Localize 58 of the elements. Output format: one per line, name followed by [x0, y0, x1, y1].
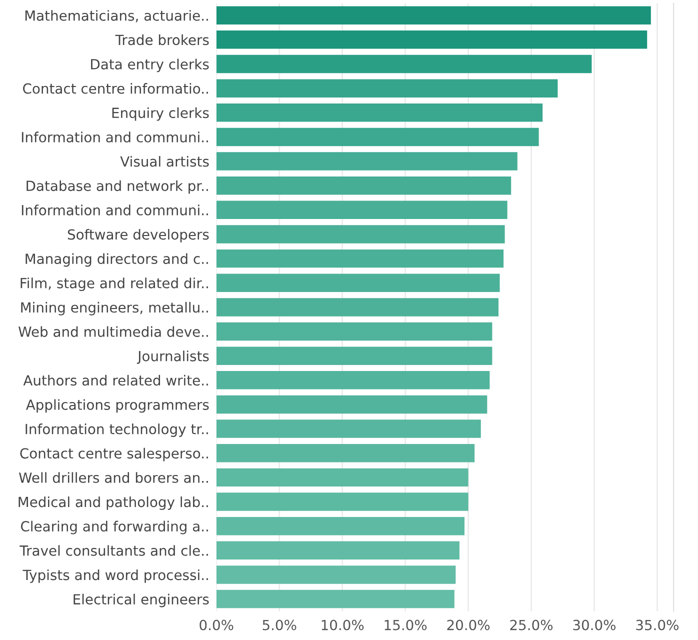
y-tick-label: Information technology tr..	[26, 424, 208, 437]
bar	[216, 492, 468, 511]
bar	[216, 541, 460, 560]
bar	[216, 225, 505, 244]
x-tick-label: 20.0%	[447, 620, 490, 630]
bar	[216, 444, 475, 462]
y-tick-label: Typists and word processi..	[22, 569, 208, 583]
bar	[216, 298, 499, 316]
x-tick-label: 15.0%	[384, 620, 427, 630]
y-tick-label: Trade brokers	[115, 34, 209, 46]
y-tick-label: Web and multimedia deve..	[18, 326, 208, 337]
bar	[216, 54, 592, 74]
y-tick-label: Data entry clerks	[91, 58, 209, 72]
bar	[216, 104, 543, 122]
y-tick-label: Journalists	[136, 350, 209, 364]
bar	[216, 30, 648, 49]
bar	[216, 566, 456, 584]
y-tick-label: Managing directors and c..	[26, 253, 208, 267]
bar	[216, 128, 539, 146]
x-tick-label: 10.0%	[322, 620, 364, 630]
y-tick-label: Applications programmers	[26, 399, 209, 413]
y-tick-label: Information and communi..	[22, 132, 208, 142]
bar	[216, 420, 481, 438]
y-tick-label: Software developers	[68, 228, 209, 242]
bar	[216, 200, 508, 220]
bar	[216, 590, 454, 608]
bar	[216, 6, 651, 24]
y-tick-label: Clearing and forwarding a..	[20, 520, 208, 534]
y-tick-label: Film, stage and related dir..	[20, 278, 208, 292]
x-tick-label: 35.0%	[636, 620, 678, 630]
x-tick-label: 30.0%	[573, 620, 616, 630]
bar	[216, 152, 518, 170]
y-tick-label: Electrical engineers	[74, 594, 209, 608]
y-tick-label: Information and communi..	[22, 204, 208, 216]
y-tick-label: Travel consultants and cle..	[20, 545, 208, 556]
y-tick-label: Enquiry clerks	[112, 107, 209, 121]
x-tick-label: 0.0%	[200, 620, 234, 630]
bar	[216, 176, 512, 195]
bar	[216, 468, 468, 487]
y-tick-label: Contact centre informatio..	[23, 83, 208, 94]
x-tick-label: 5.0%	[262, 620, 296, 630]
y-tick-label: Contact centre salesperso..	[20, 448, 208, 462]
bar	[216, 395, 488, 414]
y-tick-label: Mathematicians, actuarie..	[25, 10, 208, 22]
y-tick-label: Medical and pathology lab..	[18, 496, 208, 510]
y-tick-label: Visual artists	[120, 156, 209, 167]
bar	[216, 322, 492, 341]
bar	[216, 346, 492, 365]
y-tick-label: Authors and related write..	[23, 374, 208, 386]
bar	[216, 249, 504, 268]
y-tick-label: Well drillers and borers an..	[18, 472, 208, 483]
bar	[216, 274, 500, 292]
y-tick-label: Database and network pr..	[26, 180, 208, 194]
bar	[216, 371, 490, 390]
y-tick-label: Mining engineers, metallu..	[21, 302, 208, 316]
bar	[216, 516, 464, 536]
bar	[216, 79, 558, 98]
x-tick-label: 25.0%	[510, 620, 553, 630]
